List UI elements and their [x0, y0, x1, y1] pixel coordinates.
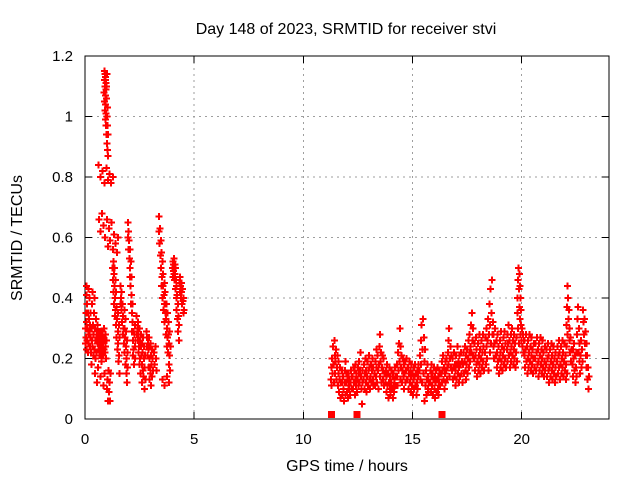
- zero-flag-square-marker: [353, 411, 361, 418]
- y-tick-label: 1.2: [52, 48, 73, 65]
- y-tick-label: 0.6: [52, 230, 73, 247]
- y-tick-label: 1: [65, 109, 73, 126]
- x-tick-label: 10: [295, 431, 312, 448]
- x-tick-label: 5: [190, 431, 198, 448]
- zero-flag-square-marker: [438, 411, 446, 418]
- y-tick-labels: 0 0.2 0.4 0.6 0.8 1 1.2: [52, 48, 73, 428]
- grid-lines: [85, 56, 609, 419]
- data-points: [81, 67, 593, 408]
- x-tick-labels: 0 5 10 15 20: [81, 431, 530, 448]
- y-axis-label: SRMTID / TECUs: [9, 175, 26, 301]
- y-tick-label: 0.2: [52, 351, 73, 368]
- x-tick-label: 20: [513, 431, 530, 448]
- x-axis-label: GPS time / hours: [286, 458, 408, 475]
- chart-title: Day 148 of 2023, SRMTID for receiver stv…: [196, 21, 497, 38]
- zero-markers: [328, 411, 446, 418]
- x-tick-label: 0: [81, 431, 89, 448]
- y-tick-label: 0.4: [52, 290, 73, 307]
- axis-ticks: [84, 55, 609, 420]
- y-tick-label: 0.8: [52, 169, 73, 186]
- zero-flag-square-marker: [328, 411, 336, 418]
- srmtid-plus-markers: [81, 67, 593, 408]
- x-tick-label: 15: [404, 431, 421, 448]
- y-tick-label: 0: [65, 411, 73, 428]
